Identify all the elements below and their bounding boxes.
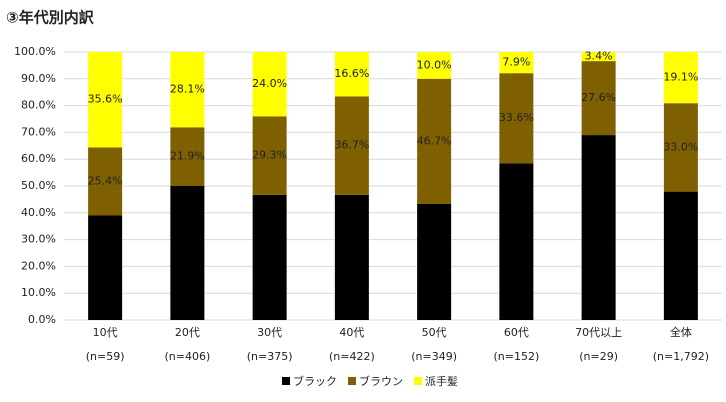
value-label: 3.4% — [585, 50, 613, 63]
bar-segment — [170, 52, 205, 128]
y-tick-label: 0.0% — [28, 313, 56, 326]
bar-segment — [663, 103, 698, 192]
bar-segment — [499, 52, 534, 74]
legend-label: 派手髪 — [425, 374, 458, 388]
bar-segment — [581, 135, 616, 320]
y-tick-label: 80.0% — [21, 99, 56, 112]
bar-segment — [334, 52, 369, 97]
bar-segment — [499, 163, 534, 320]
value-label: 10.0% — [417, 58, 452, 71]
x-tick-label: 30代 — [257, 326, 282, 339]
y-tick-label: 100.0% — [14, 45, 56, 58]
value-label: 19.1% — [663, 71, 698, 84]
value-label: 16.6% — [334, 67, 369, 80]
y-tick-label: 90.0% — [21, 72, 56, 85]
bar-segment — [88, 147, 123, 216]
x-tick-label: 40代 — [339, 326, 364, 339]
bar-segment — [499, 73, 534, 164]
value-label: 28.1% — [170, 83, 205, 96]
value-label: 27.6% — [581, 91, 616, 104]
bar-segment — [417, 78, 452, 204]
bar-segment — [334, 194, 369, 320]
sample-size-label: (n=1,792) — [653, 350, 709, 363]
value-label: 24.0% — [252, 77, 287, 90]
bar-segment — [581, 61, 616, 136]
y-tick-label: 10.0% — [21, 286, 56, 299]
x-tick-label: 全体 — [670, 325, 692, 339]
bar-segment — [252, 52, 287, 117]
value-label: 7.9% — [502, 56, 530, 69]
legend-label: ブラウン — [359, 374, 403, 388]
bar-segment — [417, 52, 452, 79]
y-tick-label: 70.0% — [21, 125, 56, 138]
sample-size-label: (n=422) — [329, 350, 375, 363]
sample-size-label: (n=349) — [411, 350, 457, 363]
legend-swatch — [282, 377, 290, 385]
sample-size-label: (n=59) — [86, 350, 125, 363]
x-tick-label: 70代以上 — [575, 326, 622, 339]
value-label: 33.0% — [663, 140, 698, 153]
y-tick-label: 50.0% — [21, 179, 56, 192]
x-tick-label: 50代 — [422, 326, 447, 339]
value-label: 35.6% — [88, 93, 123, 106]
bar-segment — [88, 52, 123, 148]
legend-swatch — [414, 377, 422, 385]
bar-segment — [170, 127, 205, 186]
bar-segment — [88, 215, 123, 320]
value-label: 21.9% — [170, 150, 205, 163]
sample-size-label: (n=375) — [247, 350, 293, 363]
x-tick-label: 20代 — [175, 326, 200, 339]
legend-swatch — [348, 377, 356, 385]
value-label: 25.4% — [88, 174, 123, 187]
y-tick-label: 30.0% — [21, 233, 56, 246]
value-label: 46.7% — [417, 134, 452, 147]
value-label: 33.6% — [499, 111, 534, 124]
value-label: 36.7% — [334, 139, 369, 152]
sample-size-label: (n=29) — [579, 350, 618, 363]
sample-size-label: (n=406) — [164, 350, 210, 363]
legend-label: ブラック — [293, 374, 337, 388]
x-tick-label: 60代 — [504, 326, 529, 339]
bar-segment — [663, 52, 698, 104]
bar-segment — [663, 191, 698, 320]
bar-segment — [252, 116, 287, 195]
y-tick-label: 60.0% — [21, 152, 56, 165]
bar-segment — [252, 194, 287, 320]
x-tick-label: 10代 — [93, 326, 118, 339]
sample-size-label: (n=152) — [493, 350, 539, 363]
bar-segment — [334, 96, 369, 195]
y-tick-label: 20.0% — [21, 259, 56, 272]
bar-segment — [417, 203, 452, 320]
chart-title: ③年代別内訳 — [6, 9, 95, 27]
y-tick-label: 40.0% — [21, 206, 56, 219]
bar-segment — [170, 186, 205, 320]
bar-segment — [581, 52, 616, 62]
value-label: 29.3% — [252, 149, 287, 162]
